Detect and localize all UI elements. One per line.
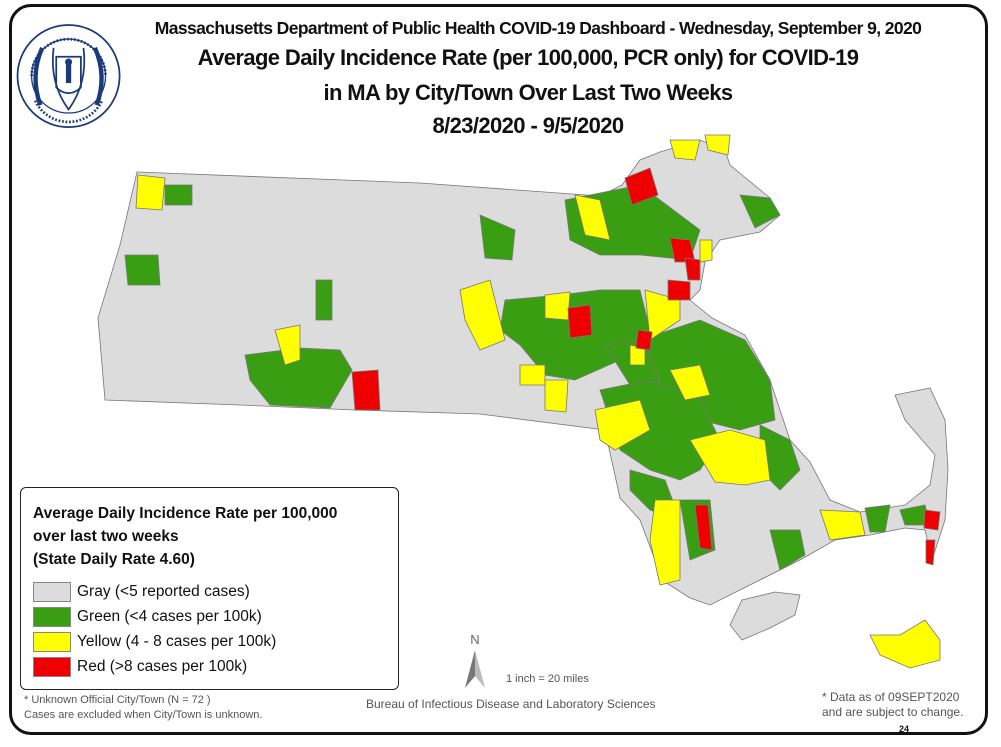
map-scale: 1 inch = 20 miles — [506, 673, 589, 685]
legend-item-yellow: Yellow (4 - 8 cases per 100k) — [33, 632, 276, 652]
legend-label: Gray (<5 reported cases) — [77, 583, 250, 600]
map-title-line1: Average Daily Incidence Rate (per 100,00… — [197, 45, 859, 70]
gray-swatch — [33, 582, 71, 602]
unknown-note-line2: Cases are excluded when City/Town is unk… — [24, 709, 263, 721]
legend-label: Green (<4 cases per 100k) — [77, 608, 262, 625]
dph-seal-logo — [16, 24, 121, 128]
map-date-range: 8/23/2020 - 9/5/2020 — [432, 113, 624, 138]
legend-label: Red (>8 cases per 100k) — [77, 658, 248, 675]
dashboard-title: Massachusetts Department of Public Healt… — [154, 18, 922, 38]
marthas-vineyard — [729, 591, 801, 641]
green-swatch — [33, 607, 71, 627]
yellow-towns — [135, 134, 866, 586]
legend-item-green: Green (<4 cases per 100k) — [33, 607, 262, 627]
legend-item-red: Red (>8 cases per 100k) — [33, 657, 247, 677]
legend-title: Average Daily Incidence Rate per 100,000… — [33, 502, 337, 571]
bureau-credit: Bureau of Infectious Disease and Laborat… — [366, 697, 656, 711]
unknown-town-note: * Unknown Official City/Town (N = 72 ) C… — [24, 693, 262, 723]
map-legend: Average Daily Incidence Rate per 100,000… — [20, 487, 399, 690]
unknown-note-line1: * Unknown Official City/Town (N = 72 ) — [24, 694, 211, 706]
north-arrow-icon: N — [465, 632, 485, 688]
page-number: 24 — [899, 724, 910, 734]
legend-title-line2: over last two weeks — [33, 528, 179, 545]
data-note: * Data as of 09SEPT2020 and are subject … — [822, 690, 963, 720]
red-swatch — [33, 657, 71, 677]
legend-title-line1: Average Daily Incidence Rate per 100,000 — [33, 505, 338, 522]
legend-state-rate: (State Daily Rate 4.60) — [33, 551, 195, 568]
slide-frame — [9, 4, 988, 735]
yellow-swatch — [33, 632, 71, 652]
legend-label: Yellow (4 - 8 cases per 100k) — [77, 633, 277, 650]
map-title-line2: in MA by City/Town Over Last Two Weeks — [323, 80, 733, 105]
nantucket — [869, 619, 941, 669]
legend-item-gray: Gray (<5 reported cases) — [33, 582, 250, 602]
data-note-line1: * Data as of 09SEPT2020 — [822, 690, 960, 704]
data-note-line2: and are subject to change. — [822, 705, 964, 719]
red-towns — [351, 167, 941, 566]
north-label: N — [470, 632, 479, 647]
